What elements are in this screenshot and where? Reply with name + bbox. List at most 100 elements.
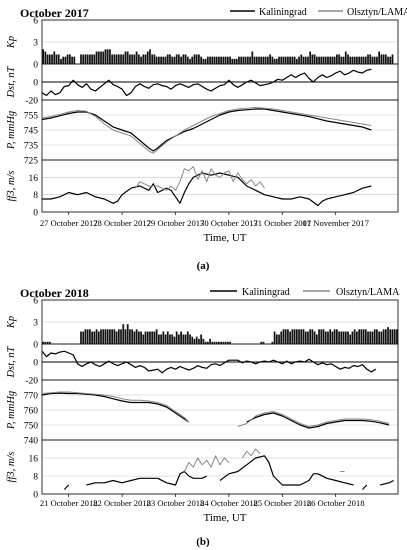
kp-bar bbox=[102, 51, 105, 64]
kp-bar bbox=[137, 54, 140, 64]
y-axis-label: ff3, m/s bbox=[6, 452, 17, 483]
y-tick-label: 0 bbox=[33, 209, 38, 219]
kp-bar bbox=[211, 56, 214, 64]
kp-bar bbox=[384, 54, 387, 64]
panel-b-xlabel: Time, UT bbox=[204, 512, 247, 524]
kp-bar bbox=[109, 49, 111, 64]
x-tick-label: 30 October 2017 bbox=[200, 218, 258, 228]
kp-bar bbox=[315, 56, 318, 64]
kp-bar bbox=[222, 341, 225, 344]
legend-b-olsztyn-label: Olsztyn/LAMA bbox=[336, 287, 400, 298]
panel-a-plots: 0 3 6 Kp -20 0 Dst, nT 725 735 745 755 P, mmHg 0 8 16 f… bbox=[6, 17, 399, 228]
kp-bar bbox=[284, 329, 287, 344]
y-tick-label: 735 bbox=[24, 142, 39, 152]
kp-bar bbox=[160, 56, 162, 64]
kp-bar bbox=[287, 329, 289, 344]
kp-bar bbox=[273, 331, 276, 344]
kp-bar bbox=[322, 329, 325, 344]
kp-bar bbox=[275, 334, 278, 344]
kp-bar bbox=[278, 56, 280, 64]
kp-bar bbox=[135, 51, 138, 64]
kp-bar bbox=[131, 329, 134, 344]
series-line-kaliningrad bbox=[41, 392, 190, 423]
kp-bar bbox=[293, 56, 296, 64]
kp-bar bbox=[362, 329, 365, 344]
kp-bar bbox=[333, 329, 336, 344]
kp-bar bbox=[342, 56, 345, 64]
kp-bar bbox=[100, 51, 102, 64]
subplot-b-ff3: 0 8 16 ff3, m/s bbox=[6, 439, 399, 501]
series-line-olsztyn bbox=[41, 107, 372, 154]
kp-bar bbox=[97, 331, 100, 344]
y-axis-label: Dst, nT bbox=[6, 345, 17, 378]
figure-panel-b: October 2018 Kaliningrad Olsztyn/LAMA 0 3… bbox=[6, 286, 400, 548]
kp-bar bbox=[122, 324, 125, 344]
kp-bar bbox=[189, 58, 191, 64]
kp-bar bbox=[226, 56, 229, 64]
kp-bar bbox=[164, 334, 167, 344]
series-line-kaliningrad bbox=[380, 479, 394, 486]
kp-bar bbox=[298, 56, 300, 64]
kp-bar bbox=[320, 329, 323, 344]
kp-bar bbox=[111, 329, 114, 344]
kp-bar bbox=[304, 331, 307, 344]
kp-bar bbox=[295, 329, 298, 344]
kp-bar bbox=[389, 329, 392, 344]
kp-bar bbox=[215, 56, 218, 64]
y-tick-label: 8 bbox=[33, 473, 38, 483]
kp-bar bbox=[271, 341, 274, 344]
kp-bar bbox=[293, 329, 296, 344]
subplot-a-kp: 0 3 6 Kp bbox=[6, 17, 399, 71]
kp-bar bbox=[240, 56, 243, 64]
kp-bar bbox=[124, 329, 127, 344]
y-tick-label: 3 bbox=[33, 319, 38, 329]
kp-bar bbox=[69, 54, 71, 64]
kp-bar bbox=[146, 331, 149, 344]
kp-bar bbox=[333, 56, 336, 64]
y-tick-label: 0 bbox=[33, 359, 38, 369]
subplot-a-dst: -20 0 Dst, nT bbox=[6, 63, 399, 107]
kp-bar bbox=[66, 54, 69, 64]
x-tick-label: 28 October 2017 bbox=[93, 218, 151, 228]
kp-bar bbox=[53, 51, 56, 64]
kp-bar bbox=[353, 56, 356, 64]
kp-bar bbox=[329, 329, 332, 344]
kp-bar bbox=[300, 54, 303, 64]
kp-bar bbox=[322, 56, 325, 64]
kp-bar bbox=[191, 56, 194, 64]
kp-bar bbox=[80, 54, 82, 64]
panel-a-xlabel: Time, UT bbox=[204, 232, 247, 244]
kp-bar bbox=[371, 331, 374, 344]
kp-bar bbox=[229, 341, 231, 344]
kp-bar bbox=[282, 329, 285, 344]
kp-bar bbox=[226, 341, 229, 344]
kp-bar bbox=[318, 329, 320, 344]
kp-bar bbox=[304, 56, 307, 64]
y-tick-label: 0 bbox=[33, 79, 38, 89]
y-tick-label: 16 bbox=[29, 455, 39, 465]
kp-bar bbox=[82, 331, 85, 344]
plot-frame bbox=[41, 159, 399, 213]
kp-bar bbox=[251, 51, 254, 64]
kp-bar bbox=[378, 51, 381, 64]
kp-bar bbox=[336, 329, 338, 344]
kp-bar bbox=[387, 56, 389, 64]
kp-bar bbox=[224, 56, 227, 64]
x-tick-label: 31 October 2017 bbox=[253, 218, 311, 228]
kp-bar bbox=[327, 331, 329, 344]
kp-bar bbox=[287, 56, 289, 64]
kp-bar bbox=[315, 334, 318, 344]
kp-bar bbox=[260, 341, 263, 344]
kp-bar bbox=[169, 334, 171, 344]
kp-bar bbox=[369, 331, 372, 344]
kp-bar bbox=[209, 56, 211, 64]
kp-bar bbox=[184, 334, 187, 344]
kp-bar bbox=[100, 329, 102, 344]
kp-bar bbox=[106, 49, 109, 64]
kp-bar bbox=[311, 54, 314, 64]
kp-bar bbox=[204, 341, 207, 344]
kp-bar bbox=[349, 56, 352, 64]
kp-bar bbox=[46, 54, 49, 64]
kp-bar bbox=[324, 331, 327, 344]
y-tick-label: 0 bbox=[33, 341, 38, 351]
